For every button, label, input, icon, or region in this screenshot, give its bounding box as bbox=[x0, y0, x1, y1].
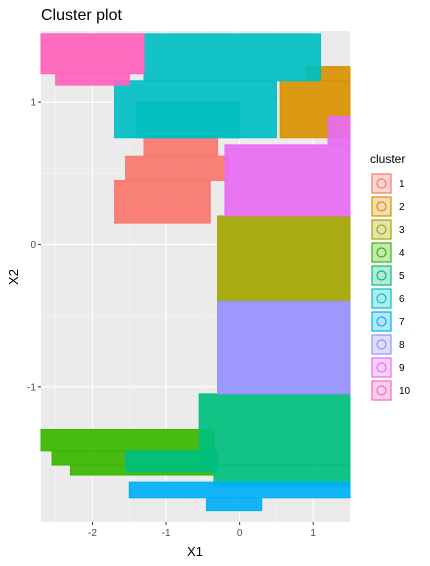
legend-label-2: 2 bbox=[399, 202, 405, 213]
x-axis-title: X1 bbox=[187, 544, 203, 559]
legend-item-3: 3 bbox=[371, 219, 405, 240]
cluster-5-region-3 bbox=[125, 450, 219, 473]
legend-key-1 bbox=[371, 173, 392, 194]
legend-title: cluster bbox=[370, 152, 405, 166]
cluster-6-region-2 bbox=[143, 33, 322, 82]
x-tick-label: 1 bbox=[310, 528, 316, 539]
cluster-8-region-1 bbox=[217, 300, 351, 395]
cluster-4-region-1 bbox=[40, 428, 215, 452]
legend-key-6 bbox=[371, 288, 392, 309]
legend-item-9: 9 bbox=[371, 357, 405, 378]
x-tick-label: -2 bbox=[88, 528, 97, 539]
legend-label-8: 8 bbox=[399, 340, 405, 351]
cluster-9-region-1 bbox=[224, 144, 351, 217]
legend-key-9 bbox=[371, 357, 392, 378]
cluster-10-region-1 bbox=[40, 33, 145, 75]
legend-key-2 bbox=[371, 196, 392, 217]
y-tick-label: 0 bbox=[30, 240, 36, 251]
legend-symbol-10 bbox=[376, 385, 387, 396]
cluster-1-region-2 bbox=[125, 155, 230, 181]
cluster-10-region-2 bbox=[55, 73, 130, 86]
legend-key-5 bbox=[371, 265, 392, 286]
y-tick-label: 1 bbox=[30, 98, 36, 109]
legend-item-2: 2 bbox=[371, 196, 405, 217]
legend-item-7: 7 bbox=[371, 311, 405, 332]
legend-label-5: 5 bbox=[399, 271, 405, 282]
legend-symbol-7 bbox=[376, 316, 387, 327]
legend-label-9: 9 bbox=[399, 363, 405, 374]
cluster-8-points bbox=[217, 300, 351, 395]
legend-symbol-6 bbox=[376, 293, 387, 304]
legend-item-6: 6 bbox=[371, 288, 405, 309]
legend-item-10: 10 bbox=[371, 380, 411, 401]
x-tick-label: 0 bbox=[237, 528, 243, 539]
cluster-7-region-1 bbox=[128, 481, 351, 499]
chart-title: Cluster plot bbox=[41, 7, 122, 24]
legend-label-4: 4 bbox=[399, 248, 405, 259]
legend-label-6: 6 bbox=[399, 294, 405, 305]
legend-key-8 bbox=[371, 334, 392, 355]
legend-label-10: 10 bbox=[399, 386, 411, 397]
y-axis-ticks: -1 0 1 bbox=[27, 98, 41, 393]
cluster-1-region-3 bbox=[143, 137, 219, 157]
x-axis-ticks: -2 -1 0 1 bbox=[88, 522, 316, 539]
cluster-3-points bbox=[217, 215, 351, 302]
legend-symbol-4 bbox=[376, 247, 387, 258]
legend-label-1: 1 bbox=[399, 179, 405, 190]
cluster-points bbox=[40, 33, 351, 512]
legend-item-8: 8 bbox=[371, 334, 405, 355]
cluster-6-points bbox=[114, 33, 322, 139]
legend-symbol-8 bbox=[376, 339, 387, 350]
legend-key-7 bbox=[371, 311, 392, 332]
legend-item-5: 5 bbox=[371, 265, 405, 286]
cluster-10-points bbox=[40, 33, 145, 86]
cluster-7-region-2 bbox=[206, 497, 263, 512]
legend-symbol-5 bbox=[376, 270, 387, 281]
cluster-6-region-1 bbox=[114, 80, 277, 139]
cluster-9-points bbox=[224, 115, 351, 217]
legend-symbol-3 bbox=[376, 224, 387, 235]
legend-item-1: 1 bbox=[371, 173, 405, 194]
legend-key-3 bbox=[371, 219, 392, 240]
legend: 1 2 3 4 5 6 7 8 9 10 bbox=[371, 173, 411, 401]
cluster-1-region-1 bbox=[114, 179, 211, 224]
legend-item-4: 4 bbox=[371, 242, 405, 263]
y-tick-label: -1 bbox=[27, 382, 36, 393]
legend-key-4 bbox=[371, 242, 392, 263]
legend-label-3: 3 bbox=[399, 225, 405, 236]
cluster-1-points bbox=[114, 137, 230, 224]
legend-key-10 bbox=[371, 380, 392, 401]
cluster-7-points bbox=[128, 481, 351, 512]
x-tick-label: -1 bbox=[162, 528, 171, 539]
legend-symbol-2 bbox=[376, 201, 387, 212]
cluster-3-region-1 bbox=[217, 215, 351, 302]
legend-symbol-9 bbox=[376, 362, 387, 373]
legend-label-7: 7 bbox=[399, 317, 405, 328]
cluster-5-region-1 bbox=[198, 393, 351, 466]
y-axis-title: X2 bbox=[6, 269, 21, 285]
cluster-9-region-2 bbox=[327, 115, 351, 146]
legend-symbol-1 bbox=[376, 178, 387, 189]
